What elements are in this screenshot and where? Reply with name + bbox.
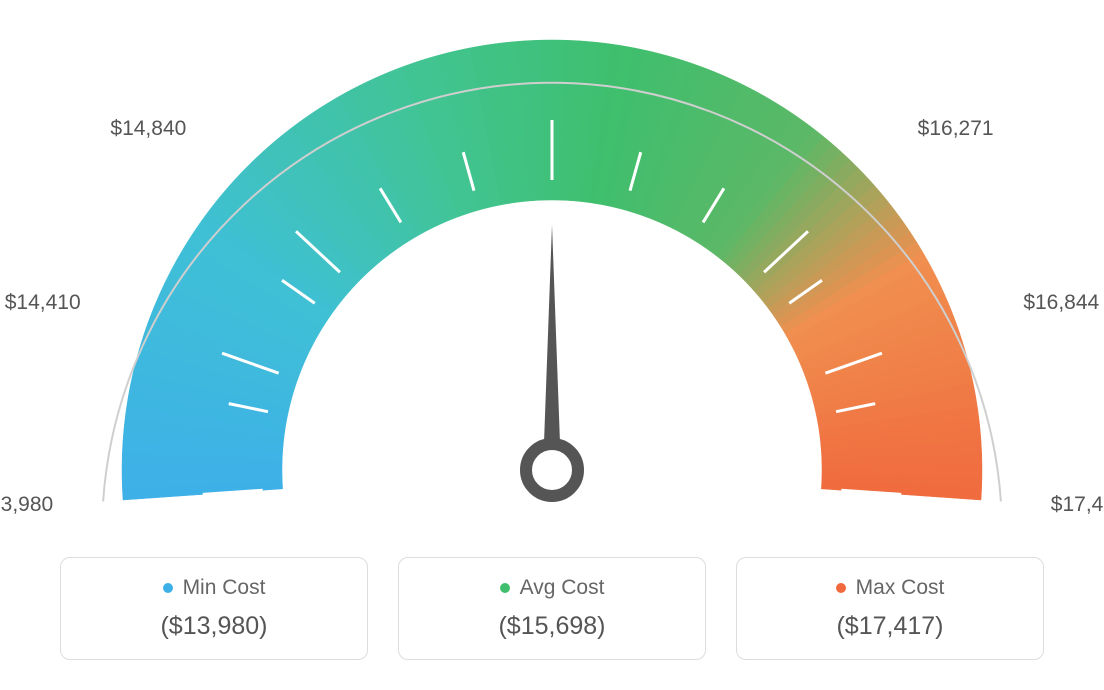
max-cost-value: ($17,417) [747,612,1033,641]
gauge-tick-label: $13,980 [0,493,53,516]
max-dot-icon [836,583,846,593]
max-cost-label: Max Cost [856,576,945,600]
max-cost-box: Max Cost ($17,417) [736,557,1044,660]
cost-gauge-chart: $13,980$14,410$14,840$15,698$16,271$16,8… [0,0,1104,690]
min-cost-label: Min Cost [183,576,266,600]
avg-cost-box: Avg Cost ($15,698) [398,557,706,660]
max-cost-label-row: Max Cost [747,576,1033,600]
min-cost-value: ($13,980) [71,612,357,641]
min-cost-label-row: Min Cost [71,576,357,600]
avg-cost-value: ($15,698) [409,612,695,641]
gauge-tick-label: $16,271 [918,117,994,140]
avg-dot-icon [500,583,510,593]
gauge-svg: $13,980$14,410$14,840$15,698$16,271$16,8… [0,0,1104,560]
gauge-tick-label: $17,417 [1051,493,1104,516]
gauge-tick-label: $16,844 [1023,291,1099,314]
avg-cost-label-row: Avg Cost [409,576,695,600]
gauge-tick-label: $14,840 [110,117,186,140]
gauge-tick-label: $14,410 [5,291,81,314]
gauge-needle-hub [526,444,578,496]
avg-cost-label: Avg Cost [520,576,605,600]
stats-row: Min Cost ($13,980) Avg Cost ($15,698) Ma… [60,557,1044,660]
gauge-needle [543,225,561,470]
min-cost-box: Min Cost ($13,980) [60,557,368,660]
min-dot-icon [163,583,173,593]
